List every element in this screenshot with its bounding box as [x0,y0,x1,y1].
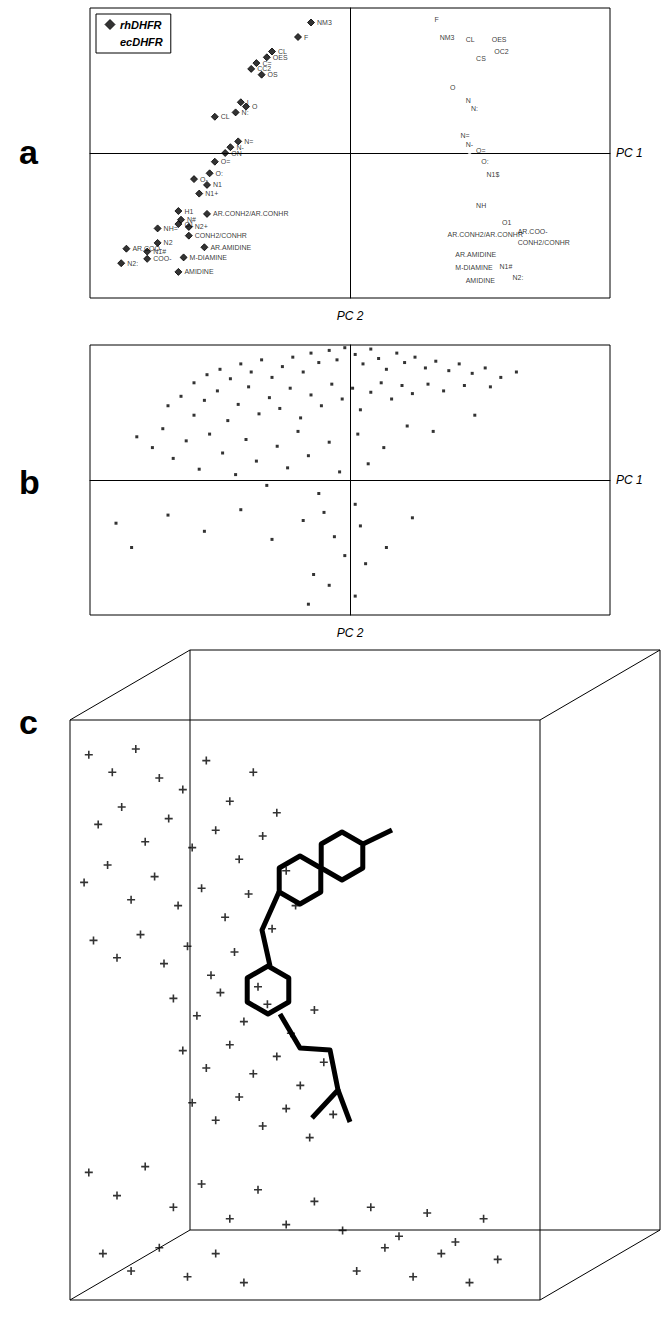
svg-text:N: N [466,97,471,104]
svg-text:NH=: NH= [164,225,178,232]
svg-text:N1#: N1# [500,263,513,270]
svg-text:CS: CS [476,55,486,62]
svg-text:N2:: N2: [513,274,524,281]
svg-text:CL: CL [466,36,475,43]
svg-text:N-: N- [466,141,474,148]
svg-text:CONH2/CONHR: CONH2/CONHR [195,232,247,239]
svg-text:C=: C= [262,59,272,67]
svg-text:CL: CL [221,113,230,120]
svg-text:F: F [435,16,439,23]
svg-text:N2: N2 [164,239,173,246]
svg-text:N=: N= [244,138,253,145]
svg-text:NM3: NM3 [317,19,332,26]
svg-text:N2:: N2: [127,260,138,267]
svg-text:N-: N- [236,143,244,151]
svg-text:F: F [304,34,308,41]
svg-text:PC 2: PC 2 [337,626,364,640]
svg-text:PC 1: PC 1 [616,473,643,487]
svg-text:OES: OES [492,36,507,43]
svg-text:O=: O= [476,147,486,154]
svg-text:rhDHFR: rhDHFR [120,19,162,31]
svg-text:c: c [19,703,38,741]
svg-text:M-DIAMINE: M-DIAMINE [455,264,493,271]
svg-text:AR.COO-: AR.COO- [132,245,163,253]
svg-text:CL: CL [278,48,287,55]
svg-text:AR.COO-: AR.COO- [518,228,549,235]
svg-text:O-: O- [200,176,208,183]
svg-text:H1: H1 [184,208,193,215]
svg-text:PC 1: PC 1 [616,146,643,160]
svg-text:N1#: N1# [153,248,166,255]
svg-text:AR.CONH2/AR.CONHR: AR.CONH2/AR.CONHR [213,210,288,217]
svg-text:AMIDINE: AMIDINE [466,277,496,284]
svg-text:O: O [252,103,258,110]
svg-text:ON: ON [231,150,242,157]
svg-text:O:: O: [481,158,488,165]
svg-text:I: I [247,99,249,106]
svg-text:N:: N: [471,105,478,112]
svg-text:O1: O1 [502,219,511,226]
svg-text:O1: O1 [184,221,193,228]
svg-text:CONH2/CONHR: CONH2/CONHR [518,239,570,246]
svg-text:AMIDINE: AMIDINE [184,268,214,275]
svg-text:PC 2: PC 2 [337,309,364,323]
svg-text:N:: N: [242,109,249,116]
svg-text:M-DIAMINE: M-DIAMINE [190,254,228,261]
svg-text:N1$: N1$ [487,171,500,178]
svg-text:O=: O= [221,158,231,165]
svg-text:a: a [19,133,39,171]
svg-text:OC2: OC2 [494,48,509,55]
svg-text:AR.AMIDINE: AR.AMIDINE [210,244,251,251]
svg-text:ecDHFR: ecDHFR [120,36,163,48]
svg-text:NH: NH [476,202,486,209]
svg-text:OS: OS [268,71,278,78]
svg-text:CC2: CC2 [257,65,272,73]
svg-text:N=: N= [461,132,470,139]
svg-text:AR.CONH2/AR.CONHR: AR.CONH2/AR.CONHR [448,231,523,238]
svg-text:NM3: NM3 [440,34,455,41]
svg-text:O:: O: [216,170,223,177]
svg-text:N1: N1 [213,181,222,188]
svg-text:O: O [450,84,456,91]
svg-text:COO-: COO- [153,255,172,262]
svg-text:N1+: N1+ [205,190,218,197]
svg-text:OES: OES [273,54,288,61]
svg-text:b: b [19,463,40,501]
svg-text:AR.AMIDINE: AR.AMIDINE [455,251,496,258]
svg-text:N2+: N2+ [195,223,208,230]
